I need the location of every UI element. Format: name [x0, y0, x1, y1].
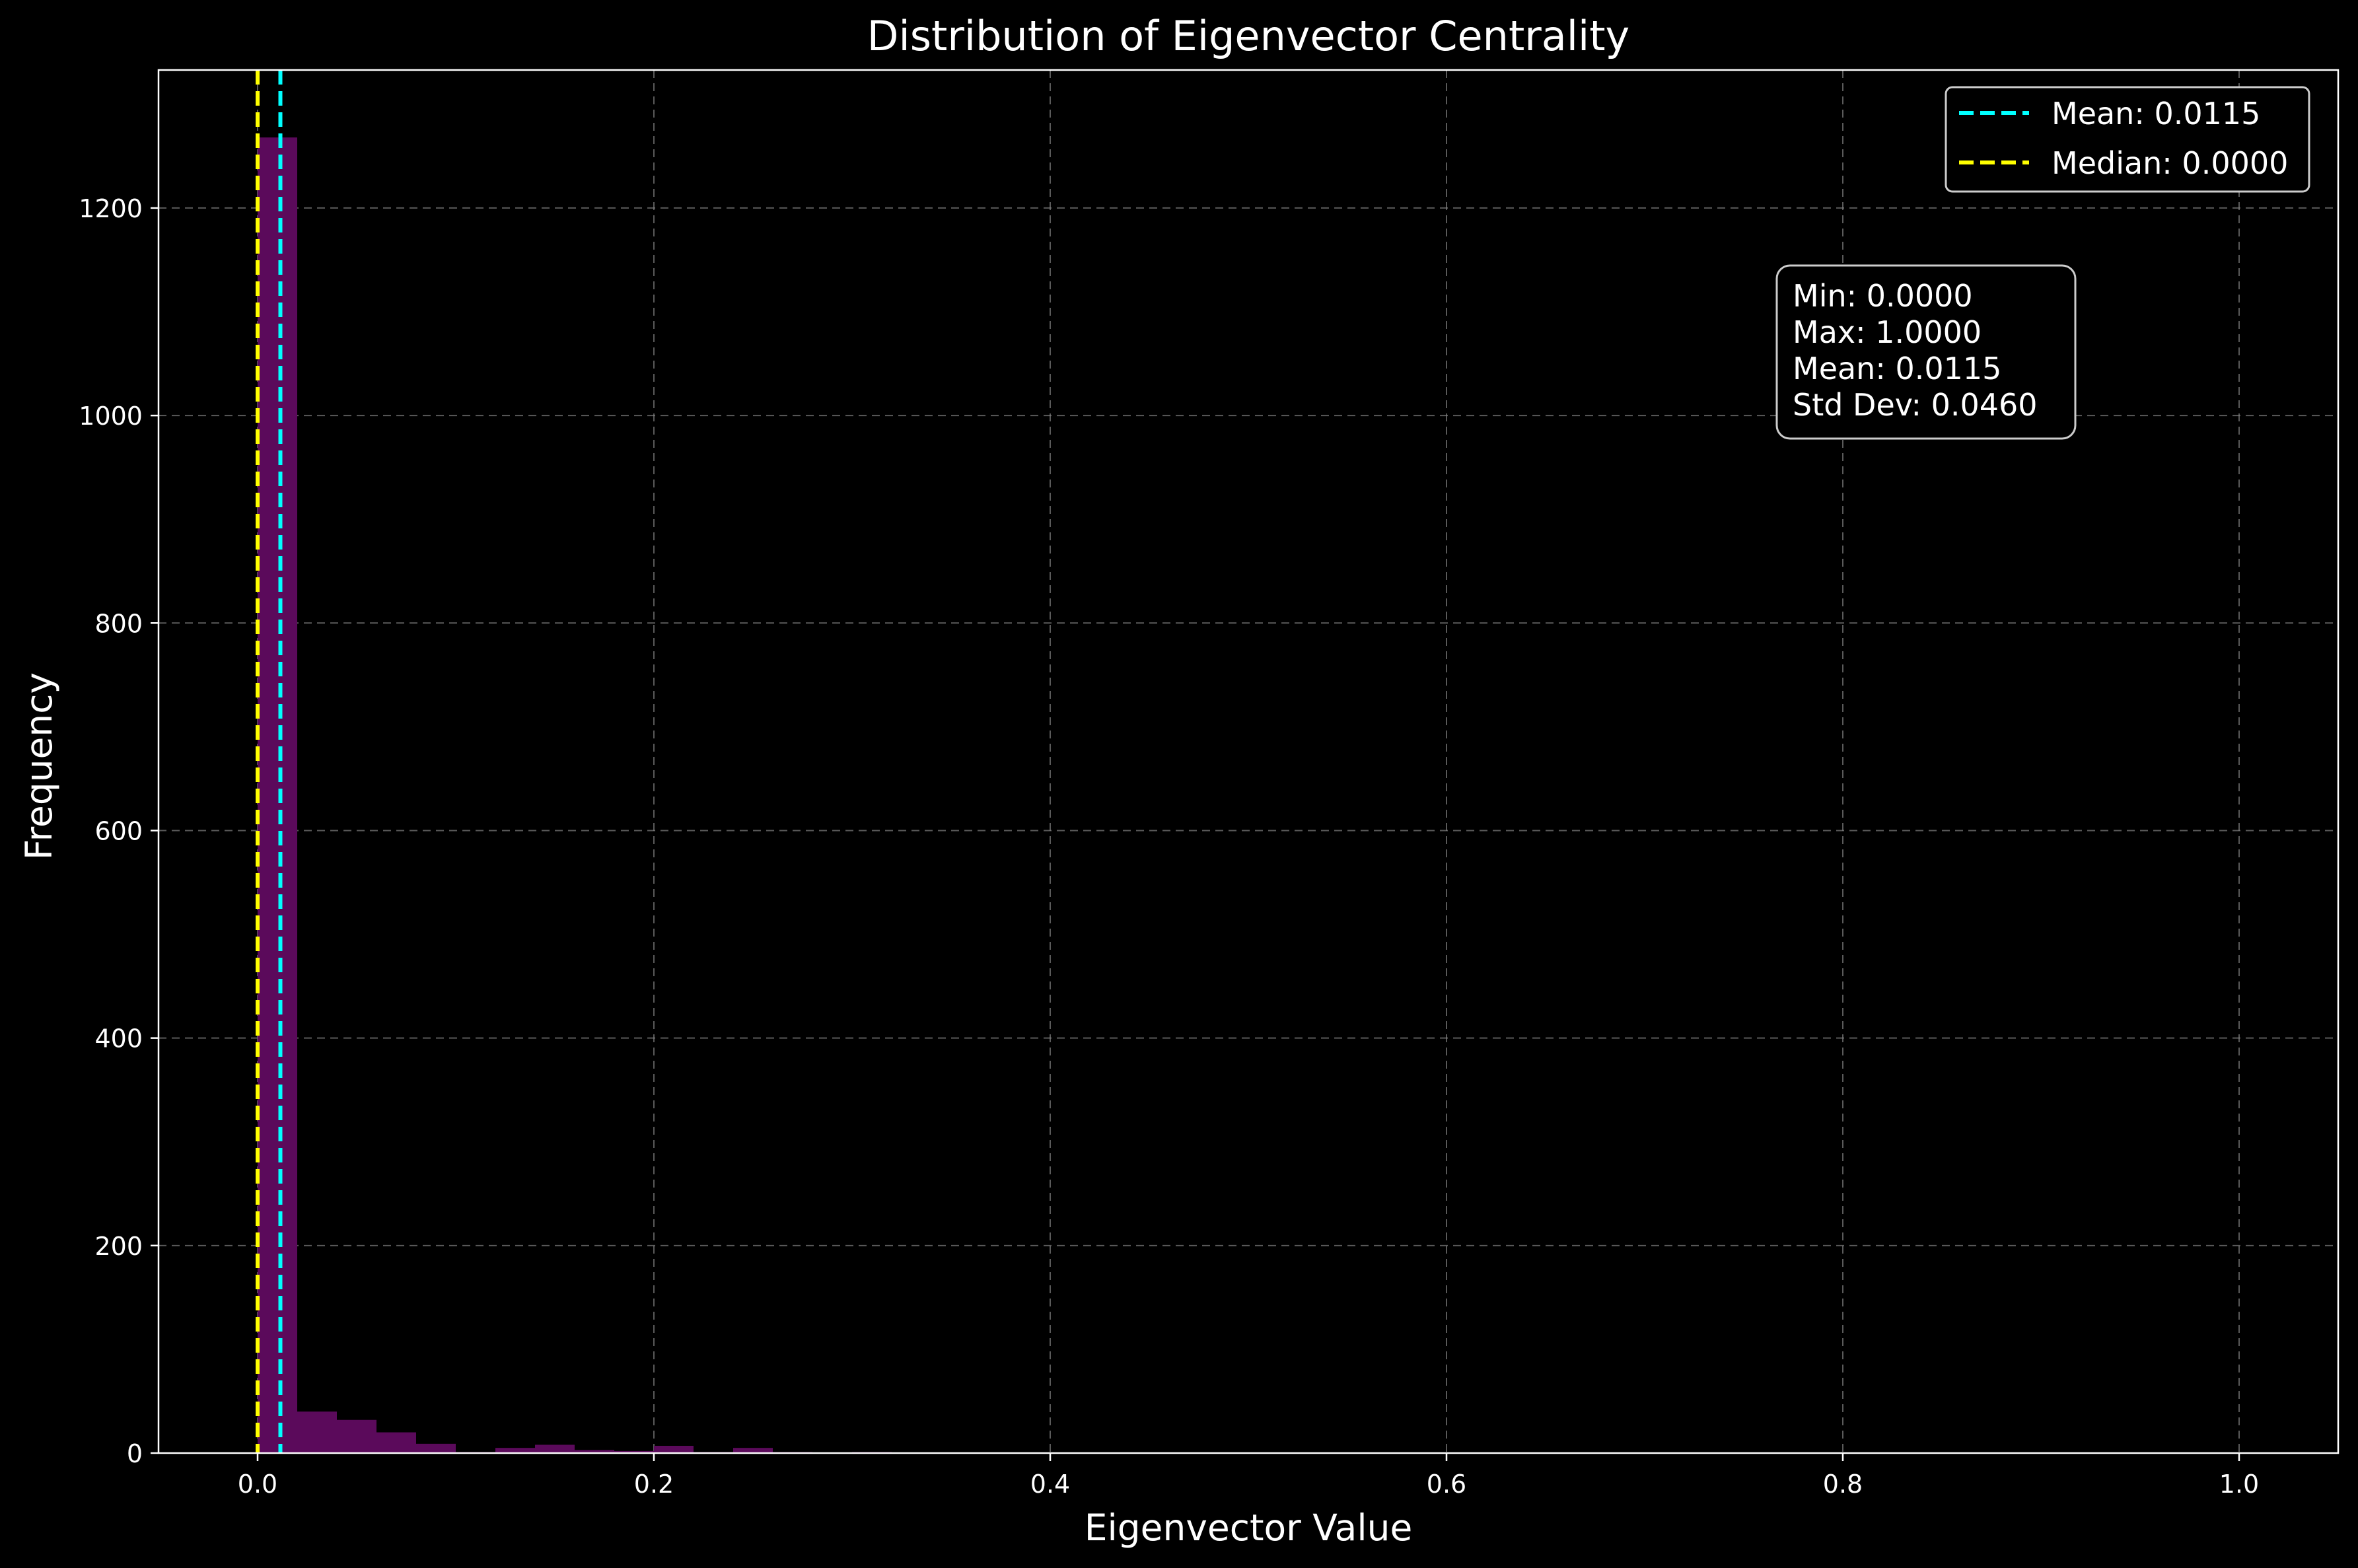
histogram-bar — [337, 1419, 376, 1453]
stats-min: Min: 0.0000 — [1793, 278, 1973, 314]
y-tick-label: 1000 — [79, 402, 143, 431]
y-tick-label: 400 — [94, 1024, 143, 1053]
y-axis-label: Frequency — [18, 672, 60, 860]
histogram-bar — [258, 137, 297, 1453]
stats-box: Min: 0.0000 Max: 1.0000 Mean: 0.0115 Std… — [1775, 264, 2077, 440]
legend-median-label: Median: 0.0000 — [2052, 145, 2288, 181]
y-tick-label: 800 — [94, 609, 143, 638]
stats-std-dev: Std Dev: 0.0460 — [1793, 387, 2038, 423]
reference-lines — [256, 70, 283, 1453]
legend-box — [1945, 86, 2310, 193]
histogram-bar — [575, 1450, 614, 1453]
histogram-bar — [535, 1444, 575, 1453]
y-tick-label: 0 — [127, 1439, 143, 1468]
histogram-bar — [733, 1448, 773, 1453]
y-tick-label: 200 — [94, 1232, 143, 1261]
x-tick-label: 0.6 — [1427, 1470, 1466, 1499]
histogram-bar — [297, 1411, 337, 1453]
y-tick-label: 600 — [94, 816, 143, 845]
histogram-bar — [376, 1432, 416, 1453]
stats-box-frame — [1775, 264, 2077, 440]
y-axis-ticks: 0 200 400 600 800 1000 1200 — [79, 194, 159, 1468]
stats-mean: Mean: 0.0115 — [1793, 351, 2001, 386]
x-axis-ticks: 0.0 0.2 0.4 0.6 0.8 1.0 — [238, 1453, 2259, 1499]
histogram-bar — [654, 1446, 694, 1453]
plot-frame — [157, 69, 2340, 1454]
x-tick-label: 0.0 — [238, 1470, 277, 1499]
histogram-bar — [495, 1448, 535, 1453]
x-tick-label: 0.8 — [1823, 1470, 1863, 1499]
grid-lines — [159, 70, 2338, 1454]
legend-mean-label: Mean: 0.0115 — [2052, 96, 2260, 131]
stats-max: Max: 1.0000 — [1793, 314, 1982, 350]
x-tick-label: 0.4 — [1030, 1470, 1070, 1499]
histogram-bar — [416, 1443, 456, 1453]
legend: Mean: 0.0115 Median: 0.0000 — [1945, 86, 2310, 193]
x-axis-label: Eigenvector Value — [1085, 1507, 1413, 1549]
x-tick-label: 1.0 — [2219, 1470, 2259, 1499]
chart-title: Distribution of Eigenvector Centrality — [867, 12, 1629, 60]
y-tick-label: 1200 — [79, 194, 143, 223]
histogram-bar — [614, 1450, 654, 1453]
histogram-bars — [258, 137, 892, 1453]
x-tick-label: 0.2 — [634, 1470, 674, 1499]
